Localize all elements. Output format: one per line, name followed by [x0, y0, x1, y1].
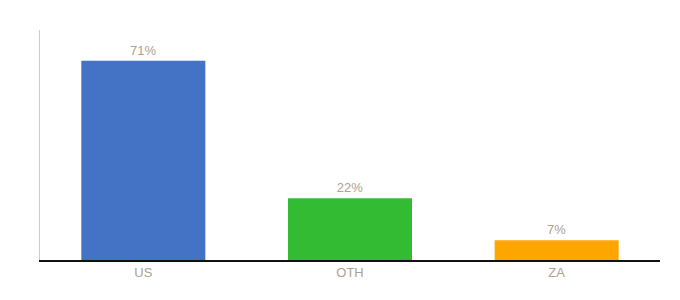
svg-text:US: US — [134, 265, 152, 280]
svg-text:22%: 22% — [337, 180, 363, 195]
svg-text:71%: 71% — [130, 43, 156, 58]
svg-text:OTH: OTH — [336, 265, 363, 280]
svg-text:ZA: ZA — [548, 265, 565, 280]
svg-text:7%: 7% — [547, 222, 566, 237]
